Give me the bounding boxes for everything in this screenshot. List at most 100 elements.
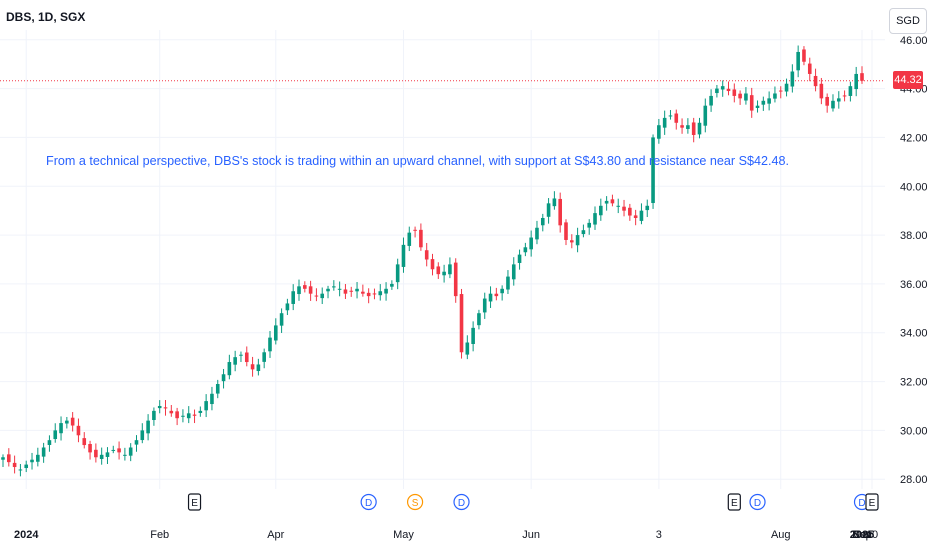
candle-body bbox=[471, 327, 475, 344]
candle-body bbox=[250, 364, 255, 370]
candle-body bbox=[511, 264, 516, 280]
candle-body bbox=[198, 410, 203, 413]
x-tick-label: 2025 bbox=[850, 529, 874, 541]
candle-body bbox=[436, 266, 441, 275]
candle-body bbox=[343, 289, 348, 294]
candle-body bbox=[285, 303, 290, 311]
candle-body bbox=[7, 454, 11, 463]
candle-body bbox=[604, 200, 609, 204]
candle-body bbox=[686, 125, 690, 129]
candle-body bbox=[18, 469, 23, 471]
candle-body bbox=[349, 290, 354, 292]
candle-body bbox=[105, 452, 110, 457]
candle-body bbox=[204, 401, 208, 411]
dividend-event-marker-label: D bbox=[365, 498, 372, 509]
y-tick-label: 42.00 bbox=[900, 132, 928, 144]
candle-body bbox=[790, 71, 795, 87]
candle-body bbox=[599, 205, 603, 216]
x-tick-label: May bbox=[393, 529, 414, 541]
dividend-event-marker bbox=[453, 493, 470, 511]
candle-body bbox=[674, 113, 679, 123]
candle-body bbox=[227, 362, 232, 376]
candle-body bbox=[668, 115, 673, 117]
candle-body bbox=[70, 417, 75, 426]
x-tick-label: Feb bbox=[150, 529, 169, 541]
candle-body bbox=[581, 230, 586, 235]
candle-body bbox=[738, 93, 742, 99]
candle-body bbox=[680, 125, 684, 128]
candle-body bbox=[848, 86, 853, 96]
dividend-event-marker bbox=[749, 493, 766, 511]
candle-body bbox=[175, 411, 179, 419]
candle-body bbox=[593, 213, 597, 225]
candle-body bbox=[610, 199, 615, 204]
x-tick-label: Dec bbox=[852, 529, 872, 541]
y-tick-label: 36.00 bbox=[900, 279, 928, 291]
candle-body bbox=[622, 206, 626, 211]
candle-body bbox=[831, 100, 835, 109]
y-tick-label: 40.00 bbox=[900, 181, 928, 193]
currency-button[interactable]: SGD bbox=[889, 8, 927, 34]
candle-body bbox=[825, 96, 829, 106]
candle-body bbox=[215, 384, 220, 394]
candle-body bbox=[401, 244, 406, 267]
candle-body bbox=[419, 229, 423, 248]
candle-body bbox=[662, 117, 667, 128]
x-tick-label: Sep bbox=[852, 529, 872, 541]
y-tick-label: 46.00 bbox=[900, 35, 928, 47]
y-tick-label: 34.00 bbox=[900, 328, 928, 340]
candle-body bbox=[239, 354, 243, 356]
candle-body bbox=[152, 410, 156, 421]
candle-body bbox=[355, 288, 359, 292]
candle-body bbox=[482, 298, 487, 313]
candle-body bbox=[163, 407, 168, 409]
candle-body bbox=[186, 413, 191, 419]
candle-body bbox=[424, 250, 429, 260]
candle-body bbox=[755, 105, 760, 108]
candle-body bbox=[273, 325, 278, 341]
candle-body bbox=[12, 462, 17, 468]
candle-body bbox=[860, 73, 864, 81]
candle-body bbox=[628, 207, 632, 216]
dividend-event-marker-label: D bbox=[858, 498, 865, 509]
candle-body bbox=[587, 222, 592, 228]
candle-body bbox=[210, 393, 214, 405]
candle-body bbox=[99, 454, 104, 459]
candle-body bbox=[726, 88, 731, 92]
candle-body bbox=[65, 420, 69, 424]
candle-body bbox=[279, 313, 284, 326]
candle-body bbox=[1, 457, 5, 460]
candle-body bbox=[691, 122, 696, 135]
candle-body bbox=[819, 83, 824, 99]
candle-body bbox=[767, 98, 771, 104]
candle-body bbox=[645, 205, 650, 211]
candle-body bbox=[111, 449, 116, 451]
earnings-event-marker-label: E bbox=[731, 498, 738, 509]
candle-body bbox=[384, 288, 388, 294]
candle-body bbox=[30, 459, 34, 463]
dividend-event-marker-label: D bbox=[754, 498, 761, 509]
candle-body bbox=[244, 352, 249, 363]
candle-body bbox=[297, 286, 301, 295]
candle-body bbox=[128, 447, 133, 456]
candle-body bbox=[442, 271, 446, 276]
candle-body bbox=[854, 73, 858, 90]
candle-body bbox=[314, 295, 319, 297]
candle-body bbox=[24, 464, 29, 469]
candle-body bbox=[802, 49, 806, 62]
x-tick-label: 3 bbox=[656, 529, 662, 541]
candle-body bbox=[308, 286, 313, 294]
candle-body bbox=[361, 291, 365, 294]
candle-body bbox=[778, 90, 783, 92]
split-event-marker-label: S bbox=[412, 498, 419, 509]
candle-body bbox=[639, 210, 644, 221]
candle-body bbox=[709, 95, 713, 106]
earnings-event-marker-label: E bbox=[869, 498, 876, 509]
dividend-event-marker-label: D bbox=[458, 498, 465, 509]
dividend-event-marker bbox=[360, 493, 377, 511]
candle-body bbox=[181, 415, 185, 417]
candle-body bbox=[47, 440, 52, 445]
candle-body bbox=[395, 264, 400, 283]
candle-body bbox=[332, 286, 336, 288]
